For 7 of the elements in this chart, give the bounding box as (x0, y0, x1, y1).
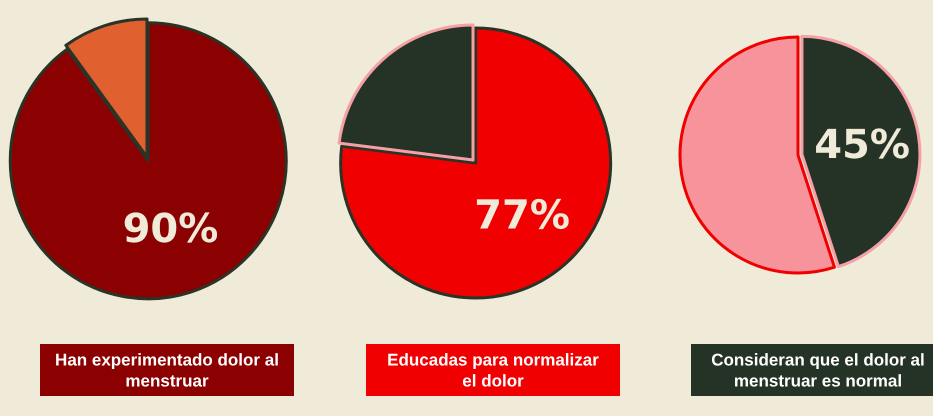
data-label: 77% (474, 192, 570, 239)
text: Han experimentado dolor al menstruar (55, 350, 279, 390)
data-label: 90% (122, 206, 218, 252)
text: Consideran que el dolor al menstruar es normal (711, 350, 925, 390)
text: Educadas para normalizar el dolor (387, 350, 600, 390)
data-label: 45% (814, 122, 910, 168)
pie-slice (800, 34, 922, 268)
